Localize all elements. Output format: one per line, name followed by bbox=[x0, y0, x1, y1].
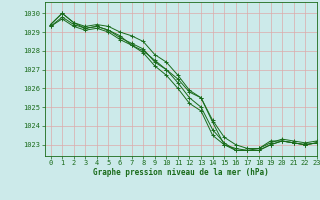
X-axis label: Graphe pression niveau de la mer (hPa): Graphe pression niveau de la mer (hPa) bbox=[93, 168, 269, 177]
